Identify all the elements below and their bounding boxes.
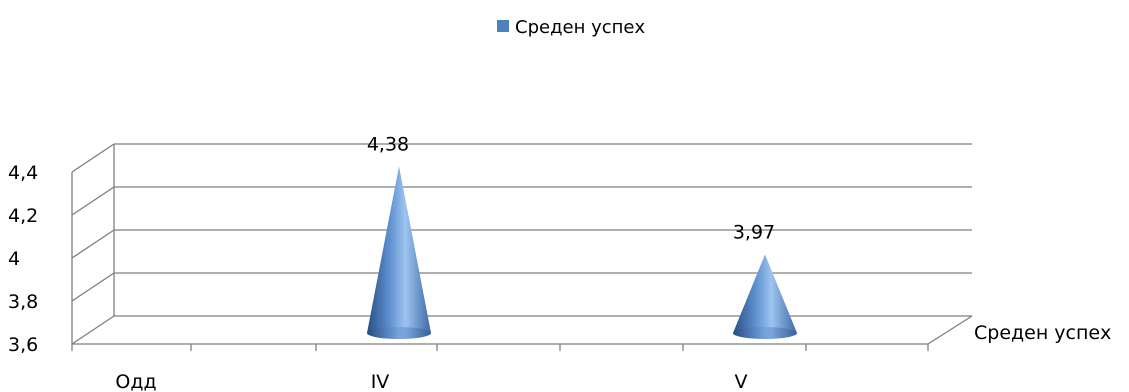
legend: Среден успех bbox=[497, 17, 645, 38]
y-tick-label: 3,8 bbox=[8, 291, 38, 313]
cones bbox=[367, 166, 797, 339]
floor-right-edge bbox=[927, 315, 973, 345]
legend-label: Среден успех bbox=[515, 17, 645, 38]
data-labels: 4,38 3,97 bbox=[367, 133, 775, 243]
cone-1 bbox=[367, 166, 431, 339]
x-tick-label: V bbox=[735, 371, 748, 392]
y-tick-label: 4 bbox=[8, 248, 20, 270]
side-gridline-4 bbox=[71, 143, 115, 173]
y-tick-label: 4,4 bbox=[8, 162, 38, 184]
side-gridline-2 bbox=[71, 229, 115, 259]
x-tick-label: Одд bbox=[115, 371, 156, 392]
cone-body bbox=[367, 166, 431, 339]
y-tick-label: 3,6 bbox=[8, 334, 38, 356]
cone-base bbox=[367, 327, 431, 339]
side-gridline-0 bbox=[71, 315, 115, 345]
data-label: 4,38 bbox=[367, 133, 409, 155]
data-label: 3,97 bbox=[733, 221, 775, 243]
floor bbox=[72, 315, 973, 345]
cone-body bbox=[733, 254, 797, 339]
x-tick-label: IV bbox=[371, 371, 390, 392]
back-wall-gridlines bbox=[71, 143, 972, 345]
y-tick-label: 4,2 bbox=[8, 205, 38, 227]
legend-swatch bbox=[497, 20, 509, 32]
side-gridline-3 bbox=[71, 186, 115, 216]
cone-2 bbox=[733, 254, 797, 339]
depth-axis-label: Среден успех bbox=[974, 322, 1111, 344]
side-gridline-1 bbox=[71, 272, 115, 302]
y-axis-ticks: 3,6 3,8 4 4,2 4,4 bbox=[8, 162, 38, 356]
cone-base bbox=[733, 327, 797, 339]
x-axis-ticks: Одд IV V bbox=[71, 344, 929, 392]
